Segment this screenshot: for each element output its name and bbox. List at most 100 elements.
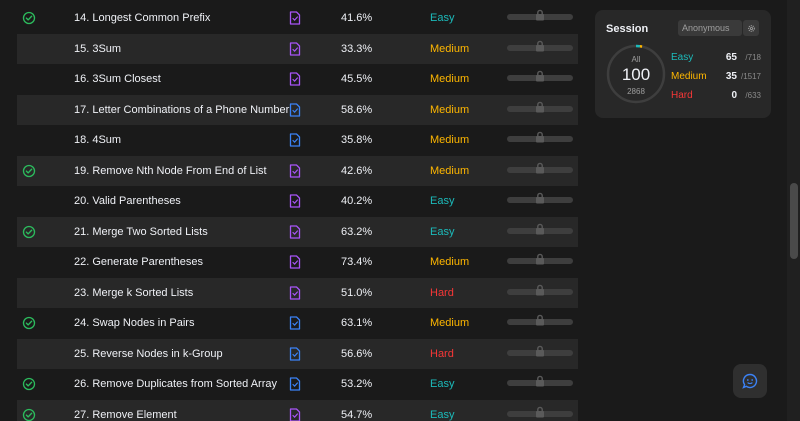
solution-link[interactable]: [289, 133, 301, 147]
stat-medium-solved: 35: [725, 71, 737, 82]
table-row[interactable]: 15. 3Sum 33.3% Medium: [17, 33, 578, 64]
solution-link[interactable]: [289, 285, 301, 300]
table-row[interactable]: 19. Remove Nth Node From End of List 42.6…: [17, 155, 578, 186]
problem-title-link[interactable]: 14. Longest Common Prefix: [74, 12, 211, 25]
acceptance-rate: 40.2%: [341, 195, 373, 208]
frequency-bar[interactable]: [507, 192, 573, 204]
solution-icon: [289, 377, 301, 391]
table-row[interactable]: 23. Merge k Sorted Lists 51.0% Hard: [17, 277, 578, 308]
difficulty-label: Easy: [430, 408, 455, 421]
scrollbar-thumb[interactable]: [790, 183, 798, 259]
check-circle-icon: [22, 164, 36, 177]
acceptance-rate: 63.2%: [341, 225, 373, 238]
problem-title-link[interactable]: 25. Reverse Nodes in k-Group: [74, 347, 223, 360]
solved-status: [22, 103, 46, 117]
frequency-bar[interactable]: [507, 284, 573, 295]
problem-title-link[interactable]: 27. Remove Element: [74, 408, 177, 421]
problem-title-link[interactable]: 18. 4Sum: [74, 134, 122, 147]
stat-medium-total: /1517: [740, 72, 761, 81]
table-row[interactable]: 26. Remove Duplicates from Sorted Array 5…: [17, 369, 578, 400]
frequency-bar[interactable]: [507, 375, 573, 387]
table-row[interactable]: 17. Letter Combinations of a Phone Numbe…: [17, 94, 578, 125]
stat-hard-total: /633: [745, 91, 761, 100]
frequency-bar[interactable]: [507, 314, 573, 326]
solved-status: [22, 72, 46, 86]
session-settings-button[interactable]: [743, 20, 759, 36]
difficulty-label: Easy: [430, 378, 455, 391]
ring-solved-count: 100: [621, 65, 651, 84]
stat-easy-label: Easy: [671, 52, 694, 63]
problem-title-link[interactable]: 17. Letter Combinations of a Phone Numbe…: [74, 103, 290, 116]
difficulty-label: Easy: [430, 225, 455, 238]
solution-link[interactable]: [289, 255, 301, 269]
acceptance-rate: 51.0%: [341, 286, 373, 299]
difficulty-label: Hard: [430, 286, 454, 299]
ring-arc-easy: [606, 44, 666, 104]
session-select[interactable]: Anonymous: [678, 20, 742, 36]
solved-status: [22, 11, 46, 25]
frequency-bar[interactable]: [507, 40, 573, 51]
solution-link[interactable]: [289, 346, 301, 361]
solution-icon: [289, 224, 301, 239]
problem-title-link[interactable]: 20. Valid Parentheses: [74, 195, 181, 208]
frequency-bar[interactable]: [507, 253, 573, 265]
table-row[interactable]: 24. Swap Nodes in Pairs 63.1% Medium: [17, 308, 578, 339]
solution-link[interactable]: [289, 11, 301, 25]
solution-icon: [289, 285, 301, 300]
acceptance-rate: 33.3%: [341, 42, 373, 55]
solution-link[interactable]: [289, 316, 301, 330]
solution-icon: [289, 102, 301, 117]
table-row[interactable]: 20. Valid Parentheses 40.2% Easy: [17, 186, 578, 217]
frequency-bar[interactable]: [507, 162, 573, 173]
solution-link[interactable]: [289, 194, 301, 208]
table-row[interactable]: 21. Merge Two Sorted Lists 63.2% Easy: [17, 216, 578, 247]
table-row[interactable]: 22. Generate Parentheses 73.4% Medium: [17, 247, 578, 278]
problem-title-link[interactable]: 24. Swap Nodes in Pairs: [74, 317, 195, 330]
solution-link[interactable]: [289, 72, 301, 86]
check-circle-icon: [22, 377, 36, 391]
frequency-bar[interactable]: [507, 101, 573, 112]
frequency-bar[interactable]: [507, 345, 573, 356]
table-row[interactable]: 25. Reverse Nodes in k-Group 56.6% Hard: [17, 338, 578, 369]
solved-status: [22, 164, 46, 178]
solved-status: [22, 42, 46, 56]
frequency-bar[interactable]: [507, 9, 573, 21]
problem-title-link[interactable]: 26. Remove Duplicates from Sorted Array: [74, 378, 277, 391]
solved-status: [22, 133, 46, 147]
frequency-bar[interactable]: [507, 131, 573, 143]
difficulty-label: Medium: [430, 256, 470, 269]
table-row[interactable]: 27. Remove Element 54.7% Easy: [17, 399, 578, 421]
difficulty-label: Medium: [430, 317, 470, 330]
lock-icon: [535, 375, 545, 387]
frequency-bar[interactable]: [507, 223, 573, 234]
problem-title-link[interactable]: 23. Merge k Sorted Lists: [74, 286, 194, 299]
solution-link[interactable]: [289, 102, 301, 117]
stat-hard-solved: 0: [731, 90, 737, 101]
difficulty-label: Medium: [430, 73, 470, 86]
table-row[interactable]: 16. 3Sum Closest 45.5% Medium: [17, 64, 578, 95]
chat-smile-icon: [742, 373, 758, 389]
problem-title-link[interactable]: 19. Remove Nth Node From End of List: [74, 164, 267, 177]
solution-link[interactable]: [289, 224, 301, 239]
solved-status: [22, 225, 46, 239]
lock-icon: [535, 223, 545, 235]
problem-title-link[interactable]: 21. Merge Two Sorted Lists: [74, 225, 208, 238]
problem-title-link[interactable]: 16. 3Sum Closest: [74, 73, 161, 86]
acceptance-rate: 42.6%: [341, 164, 373, 177]
solution-link[interactable]: [289, 377, 301, 391]
problem-title-link[interactable]: 15. 3Sum: [74, 42, 122, 55]
frequency-bar[interactable]: [507, 70, 573, 82]
solution-link[interactable]: [289, 163, 301, 178]
difficulty-label: Easy: [430, 195, 455, 208]
problem-title-link[interactable]: 22. Generate Parentheses: [74, 256, 204, 269]
solution-link[interactable]: [289, 41, 301, 56]
solution-link[interactable]: [289, 407, 301, 421]
acceptance-rate: 53.2%: [341, 378, 373, 391]
table-row[interactable]: 18. 4Sum 35.8% Medium: [17, 125, 578, 156]
frequency-bar[interactable]: [507, 406, 573, 417]
solved-status: [22, 377, 46, 391]
stat-medium-label: Medium: [671, 71, 707, 82]
table-row[interactable]: 14. Longest Common Prefix 41.6% Easy: [17, 3, 578, 34]
lock-icon: [535, 192, 545, 204]
feedback-button[interactable]: [733, 364, 767, 398]
